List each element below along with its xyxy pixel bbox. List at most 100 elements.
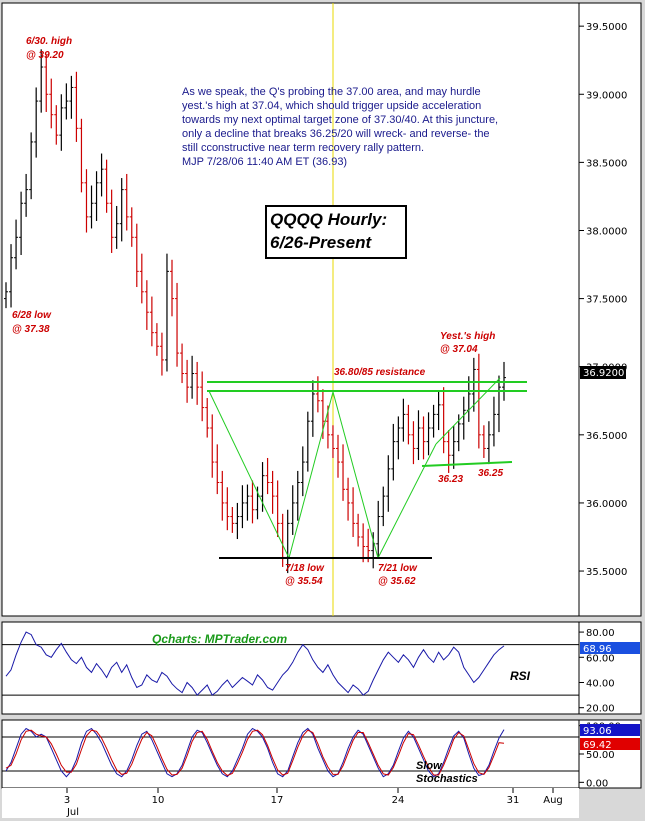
pattern-channel-up: [435, 377, 501, 445]
price-bar: [19, 191, 24, 256]
rsi-value-label: 68.96: [583, 644, 612, 655]
price-bar: [210, 414, 215, 478]
annotation-yest-high: Yest.'s high: [440, 331, 495, 342]
price-bar: [235, 502, 240, 540]
y-tick-label: 36.0000: [586, 499, 627, 510]
stochastics-plot: [2, 727, 579, 778]
price-bar: [129, 207, 134, 247]
price-bar: [356, 513, 361, 547]
price-bar: [89, 185, 94, 229]
x-tick-label: 3: [64, 795, 70, 806]
pattern-left-down: [208, 390, 290, 559]
price-bar: [396, 416, 401, 460]
price-bar: [381, 486, 386, 527]
price-bar: [476, 353, 481, 449]
price-bar: [471, 357, 476, 412]
price-bar: [401, 398, 406, 442]
price-bar: [441, 387, 446, 454]
price-bar: [159, 332, 164, 376]
sto-fast-line: [5, 727, 505, 778]
price-bar: [245, 484, 250, 521]
rsi-y-tick-label: 80.00: [586, 628, 615, 639]
annotation-7-18-low-value: @ 35.54: [285, 576, 323, 587]
price-bar: [4, 282, 8, 309]
price-bar: [461, 396, 466, 440]
price-bar: [205, 398, 210, 438]
commentary-line: only a decline that breaks 36.25/20 will…: [182, 128, 490, 140]
y-tick-label: 39.0000: [586, 90, 627, 101]
annotation-resistance: 36.80/85 resistance: [334, 367, 426, 378]
price-bar: [336, 434, 340, 478]
price-bar: [300, 446, 305, 497]
price-bar: [39, 49, 44, 113]
sto-slow-badge: [580, 738, 640, 750]
price-bar: [99, 153, 104, 197]
pattern-lines: [207, 377, 527, 559]
title-box: [265, 205, 407, 259]
price-bar: [491, 396, 496, 447]
pattern-right-up: [377, 443, 437, 559]
y-tick-label: 38.0000: [586, 226, 627, 237]
rsi-plot: [2, 631, 579, 696]
x-tick-label: 10: [152, 795, 165, 806]
stochastics-label-2: Stochastics: [416, 773, 478, 785]
annotation-yest-high-value: @ 37.04: [440, 344, 478, 355]
price-bar: [124, 173, 129, 231]
price-bar: [230, 507, 235, 533]
price-bar: [9, 244, 14, 308]
price-bar: [79, 118, 84, 193]
annotation-7-18-low: 7/18 low: [285, 563, 325, 574]
price-bar: [44, 55, 49, 112]
price-bar: [421, 416, 426, 460]
title-line-1: QQQQ Hourly:: [270, 210, 387, 229]
y-tick-label: 38.5000: [586, 158, 627, 169]
annotation-7-21-low-value: @ 35.62: [378, 576, 416, 587]
commentary-line: still cconstructive near term recovery r…: [182, 142, 424, 154]
x-tick-label: 17: [271, 795, 284, 806]
price-bar: [144, 280, 149, 330]
y-tick-label: 35.5000: [586, 567, 627, 578]
price-bar: [270, 470, 275, 514]
price-bar: [265, 457, 270, 495]
price-bar: [195, 361, 200, 405]
sto-y-tick-label: 0.00: [586, 778, 608, 789]
price-bar: [361, 523, 366, 563]
price-bar: [175, 282, 180, 367]
last-price-badge: [580, 366, 626, 379]
annotation-6-28-low: 6/28 low: [12, 310, 52, 321]
price-bar: [295, 470, 300, 521]
y-tick-label: 39.5000: [586, 22, 627, 33]
price-bar: [69, 75, 74, 119]
sto-fast-label: 93.06: [583, 726, 612, 737]
y-tick-label: 37.5000: [586, 295, 627, 306]
rsi-y-tick-label: 20.00: [586, 704, 615, 715]
price-bar: [330, 425, 335, 458]
price-bar: [406, 404, 411, 445]
commentary-line: MJP 7/28/06 11:40 AM ET (36.93): [182, 156, 347, 168]
price-bar: [190, 355, 195, 399]
price-bars: [4, 49, 506, 574]
price-bar: [481, 425, 486, 458]
sto-slow-line: [5, 729, 505, 777]
price-bar: [376, 500, 381, 558]
price-bar: [220, 470, 225, 521]
stochastics-label-1: Slow: [416, 760, 443, 772]
price-bar: [305, 411, 310, 472]
last-price-label: 36.9200: [583, 368, 624, 379]
price-bar: [149, 296, 154, 347]
support-line-36-23: [421, 461, 513, 467]
price-bar: [436, 391, 441, 431]
price-bar: [164, 253, 169, 372]
price-bar: [24, 173, 29, 217]
price-bar: [200, 371, 205, 422]
price-bar: [290, 485, 295, 535]
price-bar: [250, 480, 255, 524]
price-bar: [114, 205, 119, 249]
annotation-7-21-low: 7/21 low: [378, 563, 418, 574]
chart-title: QQQQ Hourly: 6/26-Present: [265, 205, 407, 259]
y-tick-label: 36.5000: [586, 431, 627, 442]
x-tick-label: 31: [507, 795, 520, 806]
price-bar: [84, 169, 89, 233]
price-bar: [225, 487, 230, 531]
price-bar: [59, 94, 64, 151]
